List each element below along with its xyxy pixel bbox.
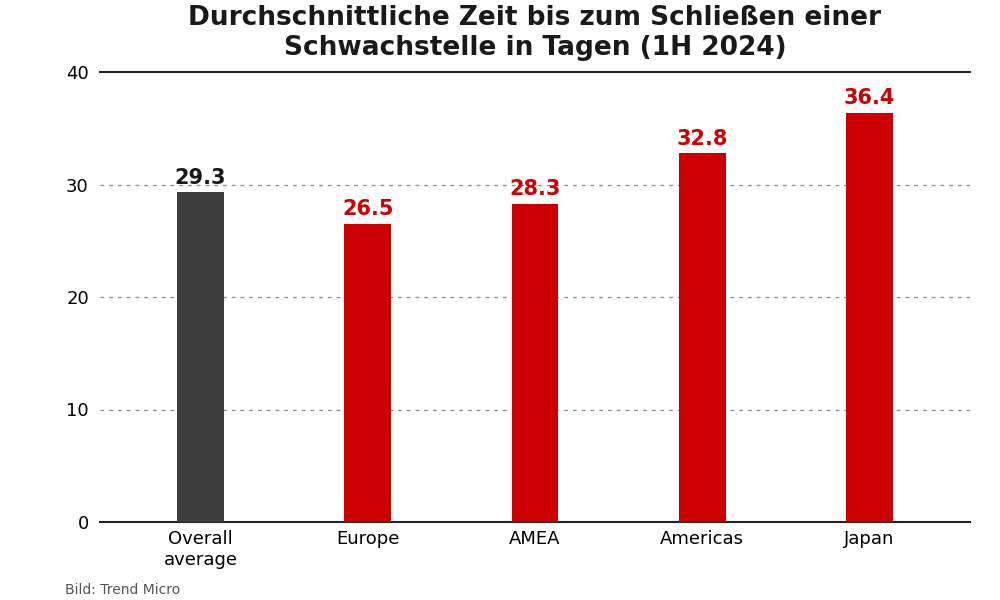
Bar: [344, 224, 391, 522]
Text: 36.4: 36.4: [844, 88, 895, 108]
Text: Bild: Trend Micro: Bild: Trend Micro: [65, 583, 180, 597]
Text: 28.3: 28.3: [509, 179, 561, 199]
Bar: [512, 203, 558, 522]
Bar: [679, 153, 726, 522]
Text: 32.8: 32.8: [677, 128, 728, 149]
Text: 26.5: 26.5: [342, 199, 393, 220]
Bar: [177, 193, 224, 522]
Title: Durchschnittliche Zeit bis zum Schließen einer
Schwachstelle in Tagen (1H 2024): Durchschnittliche Zeit bis zum Schließen…: [188, 5, 882, 61]
Text: 29.3: 29.3: [175, 168, 226, 188]
Bar: [846, 113, 893, 522]
